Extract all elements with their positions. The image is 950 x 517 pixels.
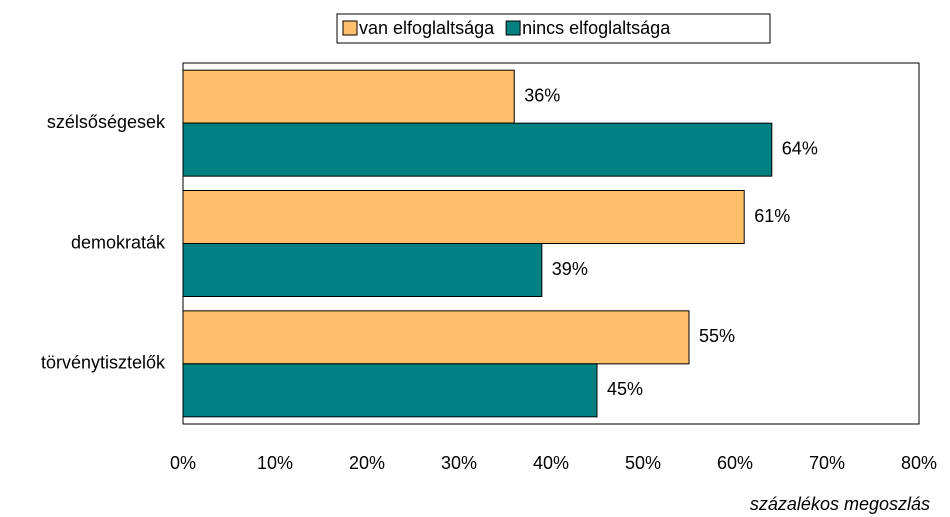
x-tick-label: 10% — [257, 453, 293, 473]
bar — [182, 69, 515, 124]
value-label: 61% — [754, 206, 790, 226]
x-axis-label: százalékos megoszlás — [750, 494, 930, 514]
value-label: 55% — [699, 326, 735, 346]
legend-label: nincs elfoglaltsága — [522, 18, 671, 38]
x-tick-label: 60% — [717, 453, 753, 473]
value-label: 36% — [524, 85, 560, 105]
x-tick-label: 0% — [170, 453, 196, 473]
bar — [182, 122, 773, 177]
value-label: 64% — [782, 138, 818, 158]
bar — [182, 310, 690, 365]
bar — [182, 363, 598, 418]
x-tick-label: 80% — [901, 453, 937, 473]
value-label: 45% — [607, 379, 643, 399]
legend-label: van elfoglaltsága — [359, 18, 495, 38]
x-tick-label: 40% — [533, 453, 569, 473]
x-tick-label: 70% — [809, 453, 845, 473]
legend-box — [336, 13, 771, 44]
y-tick-label: törvénytisztelők — [41, 353, 166, 373]
legend-swatch — [342, 20, 358, 36]
x-tick-label: 20% — [349, 453, 385, 473]
bar — [182, 190, 745, 244]
value-label: 39% — [552, 259, 588, 279]
y-tick-label: szélsőségesek — [47, 112, 166, 132]
x-tick-label: 50% — [625, 453, 661, 473]
legend-swatch — [505, 20, 521, 36]
x-tick-label: 30% — [441, 453, 477, 473]
bar — [182, 243, 543, 297]
y-tick-label: demokraták — [71, 232, 166, 252]
